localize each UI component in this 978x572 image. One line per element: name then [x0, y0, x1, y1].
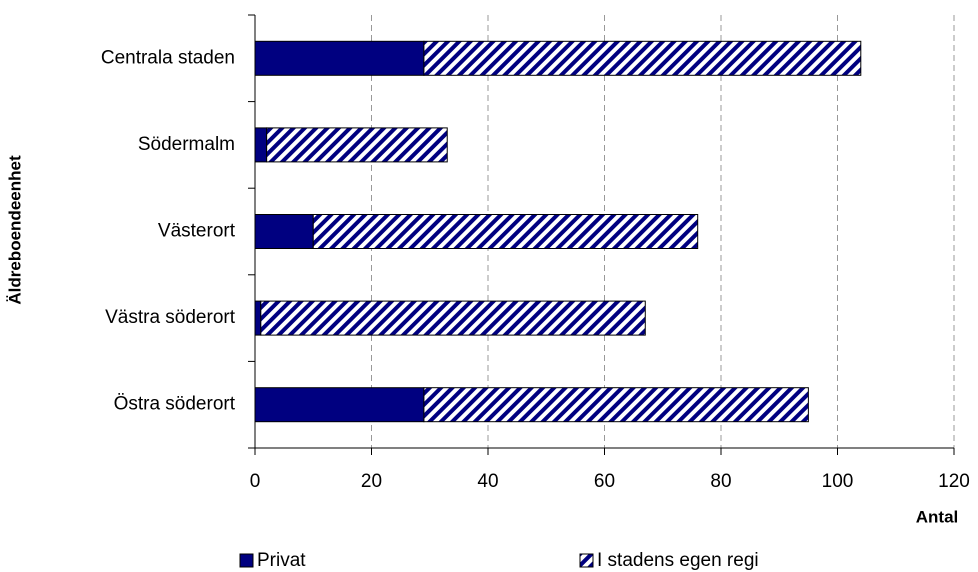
x-tick-label: 120	[938, 471, 970, 492]
bar	[254, 387, 425, 423]
x-tick-label: 80	[710, 471, 731, 492]
bar	[254, 214, 314, 249]
x-tick-label: 0	[250, 471, 261, 492]
legend-swatch	[239, 553, 254, 568]
x-tick-label: 100	[822, 471, 854, 492]
bar	[423, 40, 862, 76]
x-tick-label: 20	[361, 471, 382, 492]
legend-label: I stadens egen regi	[597, 550, 759, 571]
x-tick-label: 60	[594, 471, 615, 492]
bar	[266, 127, 448, 163]
bar	[254, 40, 425, 76]
legend-label: Privat	[257, 550, 306, 571]
bar	[254, 300, 262, 336]
y-tick-label: Södermalm	[138, 134, 235, 155]
bar	[312, 214, 699, 249]
bar	[423, 387, 809, 423]
y-tick-label: Centrala staden	[101, 47, 235, 68]
y-tick-label: Östra söderort	[114, 394, 236, 415]
bar	[260, 300, 646, 336]
legend-swatch	[579, 553, 594, 568]
y-tick-label: Västerort	[158, 221, 236, 242]
bar	[254, 127, 268, 163]
x-axis-title: Antal	[916, 507, 959, 526]
y-axis-title: Äldreboendeenhet	[5, 155, 24, 305]
x-tick-label: 40	[477, 471, 498, 492]
y-tick-label: Västra söderort	[105, 307, 236, 328]
